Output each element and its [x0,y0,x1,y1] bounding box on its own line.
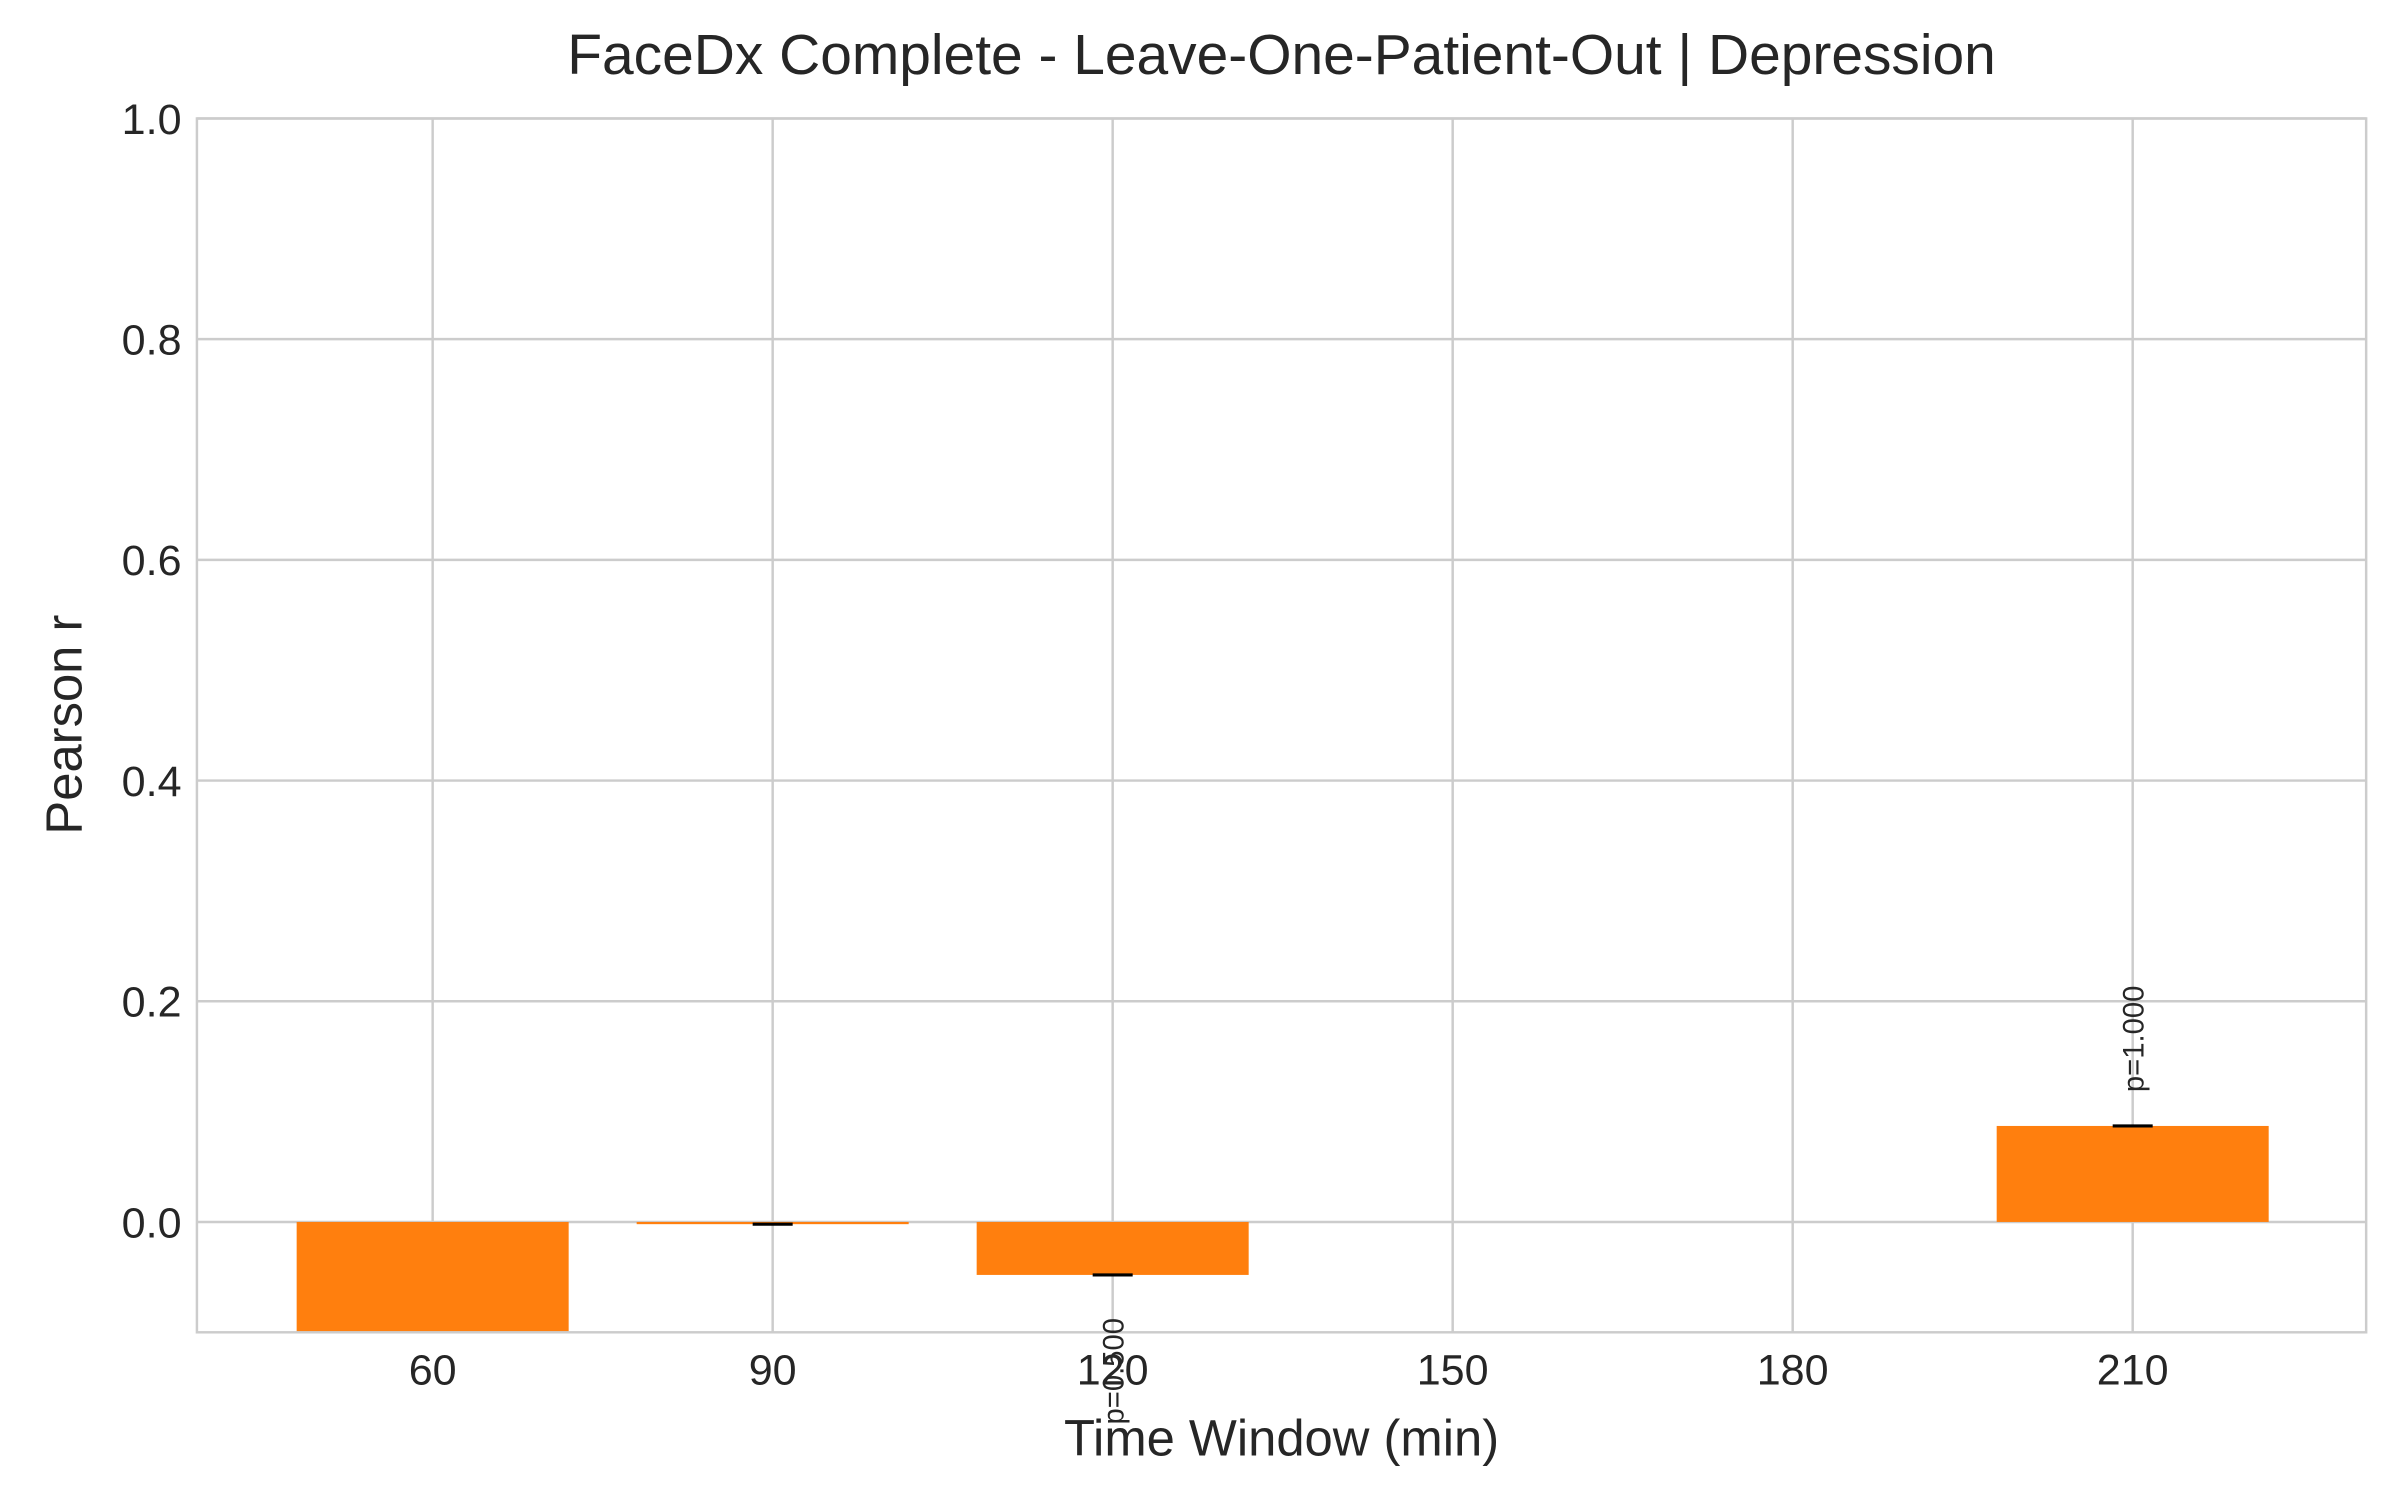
y-tick-label: 0.6 [122,537,182,585]
plot-frame [195,117,2368,1334]
grid [196,117,2367,1333]
x-tick-label: 210 [2097,1347,2169,1395]
x-tick-label: 120 [1077,1347,1149,1395]
y-tick-label: 0.0 [122,1199,182,1247]
value-label: p=1.000 [2118,986,2150,1092]
x-axis-label: Time Window (min) [1064,1409,1499,1466]
y-axis-label: Pearson r [36,615,93,835]
bars [296,1124,2269,1333]
bar [1996,1125,2269,1222]
value-label: p=0.500 [1098,1318,1130,1424]
bar [976,1221,1249,1275]
y-tick-label: 1.0 [122,96,182,144]
x-tick-label: 90 [749,1347,797,1395]
bar [296,1221,569,1333]
x-tick-label: 150 [1417,1347,1489,1395]
y-tick-label: 0.2 [122,979,182,1027]
x-tick-label: 60 [409,1347,457,1395]
chart-title: FaceDx Complete - Leave-One-Patient-Out … [567,23,1996,87]
y-tick-label: 0.8 [122,317,182,365]
y-tick-label: 0.4 [122,758,182,806]
labels: 0.0 0.2 0.4 0.6 0.8 1.0 60 90 120 150 180 210 p=0.50… [122,96,2169,1425]
x-tick-label: 180 [1757,1347,1829,1395]
